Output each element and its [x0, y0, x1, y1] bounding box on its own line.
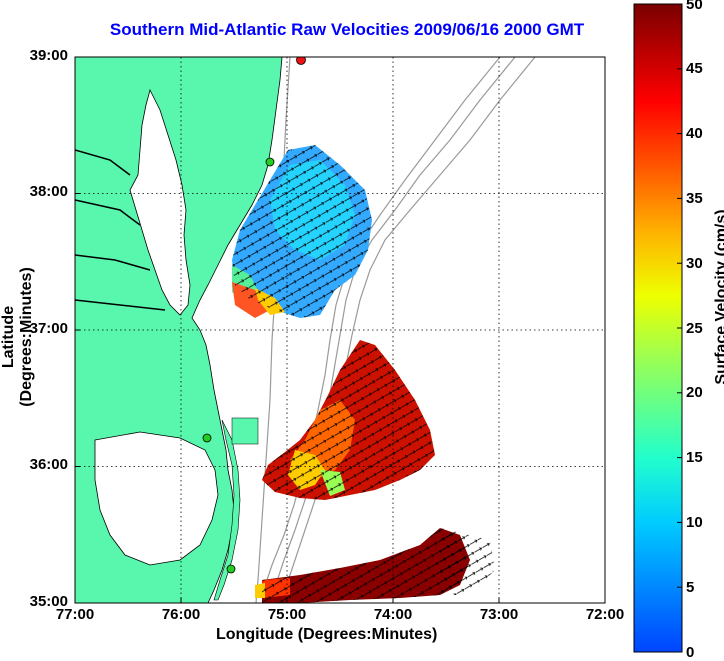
- colorbar-tick-label: 0: [686, 644, 695, 661]
- pamlico-sound: [94, 431, 219, 566]
- x-tick-label: 75:00: [267, 606, 307, 623]
- y-tick-label: 35:00: [29, 593, 68, 610]
- y-tick-label: 37:00: [29, 320, 68, 337]
- x-tick-label: 73:00: [479, 606, 519, 623]
- station-marker: [202, 433, 212, 443]
- colorbar-tick-label: 25: [686, 320, 703, 337]
- velocity-field-north: [232, 145, 372, 318]
- x-axis-label: Longitude (Degrees:Minutes): [216, 626, 438, 643]
- colorbar-tick-label: 5: [686, 579, 695, 596]
- colorbar-tick-label: 30: [686, 255, 703, 272]
- x-tick-label: 77:00: [55, 606, 95, 623]
- colorbar-tick-label: 10: [686, 514, 703, 531]
- velocity-field-middle: [262, 340, 435, 500]
- velocity-field-south: [255, 528, 495, 603]
- colorbar-tick-label: 35: [686, 190, 703, 207]
- station-marker-active: [296, 57, 306, 65]
- chesapeake-bay: [129, 88, 191, 316]
- y-tick-label: 39:00: [29, 47, 68, 64]
- colorbar-tick-label: 45: [686, 60, 703, 77]
- y-axis-label: Latitude (Degrees:Minutes): [0, 267, 35, 407]
- colorbar: [633, 3, 683, 653]
- station-marker: [265, 157, 275, 167]
- y-tick-label: 36:00: [29, 456, 68, 473]
- station-marker: [226, 564, 236, 574]
- x-tick-label: 76:00: [161, 606, 201, 623]
- x-tick-label: 72:00: [585, 606, 625, 623]
- colorbar-tick-label: 20: [686, 384, 703, 401]
- colorbar-tick-label: 40: [686, 125, 703, 142]
- radar-stations: [202, 57, 306, 574]
- colorbar-label: Surface Velocity (cm/s): [713, 209, 724, 385]
- x-tick-label: 74:00: [373, 606, 413, 623]
- y-tick-label: 38:00: [29, 183, 68, 200]
- grid-lines: [75, 57, 605, 603]
- colorbar-tick-label: 50: [686, 0, 703, 13]
- map-title: Southern Mid-Atlantic Raw Velocities 200…: [109, 20, 585, 39]
- colorbar-tick-label: 15: [686, 449, 703, 466]
